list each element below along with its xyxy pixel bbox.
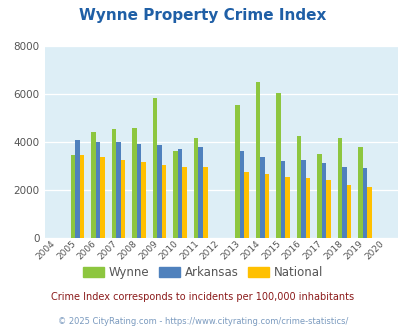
Bar: [173, 151, 177, 238]
Bar: [111, 129, 116, 238]
Bar: [75, 140, 79, 238]
Bar: [198, 147, 202, 238]
Bar: [316, 154, 321, 238]
Bar: [321, 163, 325, 238]
Text: Crime Index corresponds to incidents per 100,000 inhabitants: Crime Index corresponds to incidents per…: [51, 292, 354, 302]
Bar: [284, 177, 289, 238]
Bar: [264, 174, 269, 238]
Bar: [367, 187, 371, 238]
Bar: [296, 136, 301, 238]
Bar: [121, 160, 125, 238]
Bar: [194, 138, 198, 238]
Bar: [280, 161, 284, 238]
Bar: [301, 160, 305, 238]
Bar: [79, 155, 84, 238]
Bar: [157, 146, 162, 238]
Bar: [243, 172, 248, 238]
Bar: [255, 82, 260, 238]
Bar: [100, 157, 104, 238]
Bar: [96, 142, 100, 238]
Bar: [346, 185, 350, 238]
Bar: [239, 151, 243, 238]
Text: © 2025 CityRating.com - https://www.cityrating.com/crime-statistics/: © 2025 CityRating.com - https://www.city…: [58, 317, 347, 326]
Bar: [162, 165, 166, 238]
Bar: [177, 149, 182, 238]
Bar: [260, 157, 264, 238]
Bar: [153, 98, 157, 238]
Bar: [116, 142, 121, 238]
Bar: [136, 144, 141, 238]
Bar: [141, 162, 145, 238]
Bar: [325, 180, 330, 238]
Bar: [70, 155, 75, 238]
Bar: [305, 178, 309, 238]
Bar: [91, 132, 96, 238]
Bar: [202, 167, 207, 238]
Bar: [341, 167, 346, 238]
Text: Wynne Property Crime Index: Wynne Property Crime Index: [79, 8, 326, 23]
Bar: [132, 127, 136, 238]
Bar: [182, 167, 187, 238]
Bar: [337, 138, 341, 238]
Legend: Wynne, Arkansas, National: Wynne, Arkansas, National: [78, 262, 327, 284]
Bar: [362, 168, 367, 238]
Bar: [234, 105, 239, 238]
Bar: [357, 147, 362, 238]
Bar: [275, 93, 280, 238]
